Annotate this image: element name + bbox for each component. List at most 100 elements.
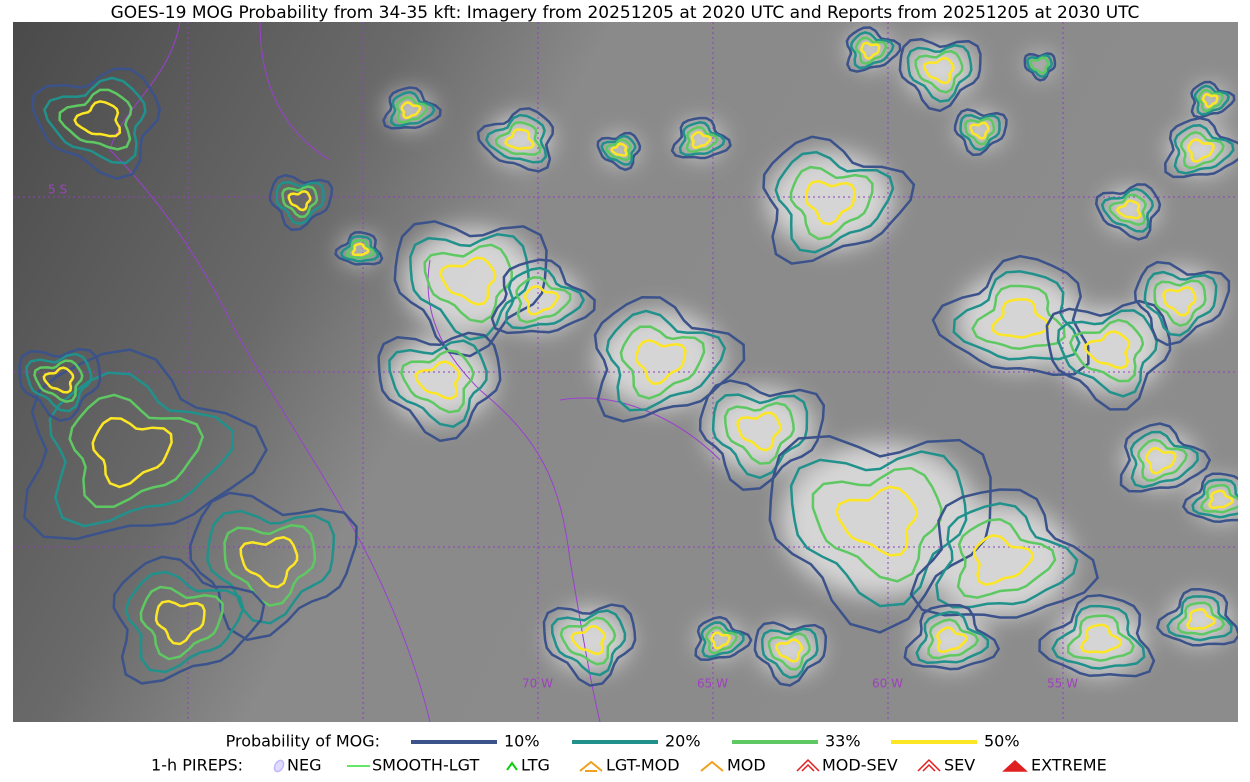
contour [854, 36, 888, 65]
contour [789, 165, 874, 241]
contour [845, 26, 902, 73]
cloud [706, 388, 814, 472]
contour [768, 435, 992, 634]
pirep-label: LTG [521, 756, 550, 775]
contour [936, 626, 968, 654]
grid-label: 60 W [872, 677, 903, 691]
contour [922, 56, 955, 85]
map: 5 S 85 70 W 65 W 60 W 55 W [0, 22, 1238, 722]
contour [339, 235, 379, 263]
contour [760, 627, 819, 680]
contour [723, 401, 795, 465]
contour [400, 101, 422, 120]
contour [991, 298, 1051, 339]
contour [23, 348, 268, 541]
contour [490, 258, 596, 335]
contour [389, 90, 436, 127]
contour [494, 121, 542, 156]
contour [189, 491, 358, 642]
contour [73, 100, 122, 138]
contour [550, 609, 627, 677]
grid-label: 85 [0, 677, 15, 691]
contour [600, 134, 637, 166]
contour [42, 366, 75, 394]
pirep-label: SMOOTH-LGT [372, 756, 479, 775]
contour [1100, 187, 1154, 233]
contour [634, 339, 687, 385]
pireps-legend: NEG SMOOTH-LGT LTG LGT-MOD MOD MOD-SEV SEV EXTR… [287, 756, 1107, 775]
contour [1079, 623, 1123, 654]
contour [1137, 438, 1189, 482]
mog-contours [18, 26, 1238, 687]
contour [1129, 430, 1199, 489]
pirep-icons [273, 758, 1028, 773]
pireps-title: 1-h PIREPS: [151, 756, 243, 775]
contour [762, 135, 916, 265]
grid-label: 55 W [1047, 677, 1078, 691]
contour [559, 616, 617, 666]
borders [109, 22, 721, 722]
contour [1026, 54, 1053, 79]
contour [542, 603, 637, 687]
contour [909, 488, 1099, 619]
contour [43, 76, 147, 165]
map-grid [13, 22, 1238, 722]
legend-title: Probability of MOG: [226, 732, 380, 751]
contour [1180, 131, 1225, 170]
contour [395, 96, 429, 124]
contour [91, 417, 173, 489]
contour [736, 411, 782, 452]
contour [1191, 478, 1238, 519]
contour [18, 347, 102, 423]
contour [275, 181, 325, 226]
contour [31, 67, 162, 181]
cloud [1056, 308, 1164, 392]
contour [25, 352, 93, 413]
contour [423, 243, 514, 324]
contour [1197, 89, 1224, 113]
contour [206, 509, 336, 625]
grid-label: 70 W [522, 677, 553, 691]
cloud [928, 504, 1072, 616]
contour [860, 41, 881, 60]
contour [476, 107, 555, 173]
contour [915, 610, 990, 665]
contour [1045, 299, 1172, 411]
contour [399, 349, 475, 414]
grid-label: 65 W [697, 677, 728, 691]
contour [570, 624, 606, 656]
legend: 10% 20% 33% 50% [411, 732, 1020, 751]
contour [504, 266, 586, 330]
legend-label: 20% [665, 732, 701, 751]
contour [1051, 604, 1146, 670]
contour [1193, 84, 1230, 116]
contour [439, 256, 497, 306]
contour [1094, 183, 1162, 241]
contour [1084, 330, 1131, 370]
contour [619, 325, 706, 400]
contour [903, 603, 1001, 671]
pirep-label: EXTREME [1031, 756, 1107, 775]
contour [1162, 285, 1197, 317]
contour [931, 254, 1090, 376]
grid-label: 5 S [48, 183, 67, 197]
contour [1029, 56, 1050, 75]
contour [504, 128, 535, 150]
contour [239, 536, 299, 589]
contour [775, 638, 804, 663]
contour [393, 220, 548, 358]
pirep-label: NEG [287, 756, 321, 775]
contour [1145, 447, 1177, 475]
contour [1066, 614, 1136, 662]
title: GOES-19 MOG Probability from 34-35 kft: … [111, 3, 1140, 23]
contour [268, 173, 334, 232]
contour [1119, 422, 1212, 493]
contour [789, 450, 968, 608]
contour [334, 231, 384, 266]
contour [705, 626, 738, 655]
contour [927, 618, 980, 660]
contour [670, 116, 732, 160]
contour [1173, 124, 1235, 175]
contour [409, 233, 530, 341]
